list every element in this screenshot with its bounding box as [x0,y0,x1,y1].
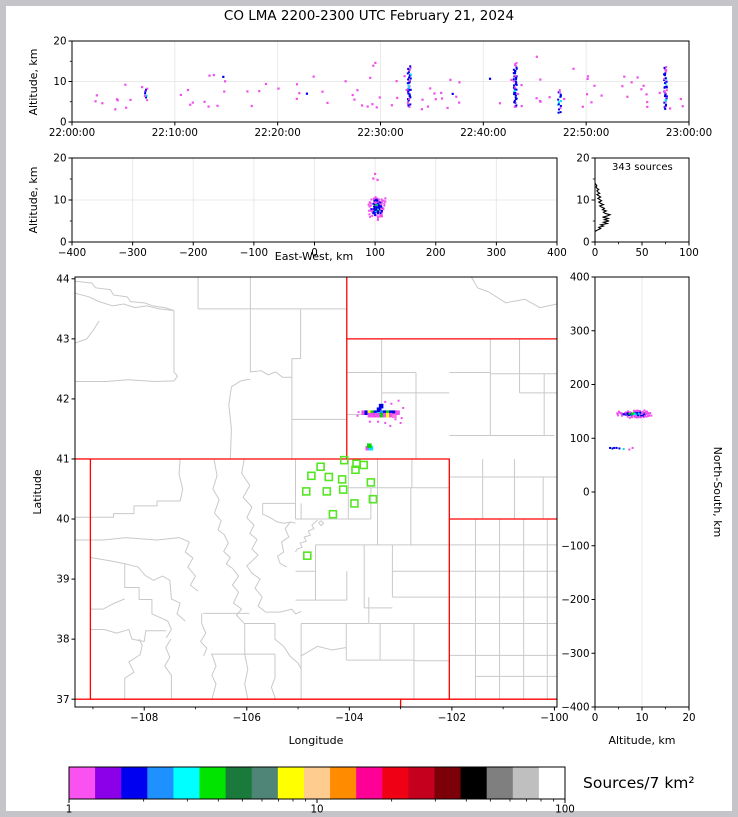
svg-text:10: 10 [53,76,66,88]
time-data [94,55,684,114]
lma-station-marker [351,465,360,475]
svg-text:23:00:00: 23:00:00 [666,127,712,139]
lma-station-marker [307,471,316,481]
svg-text:10: 10 [576,195,589,207]
lma-station-marker [324,472,334,482]
svg-text:−400: −400 [58,247,86,259]
lma-station-marker [338,485,348,494]
sources-count-annotation: 343 sources [612,162,673,173]
svg-text:300: 300 [487,247,507,259]
svg-text:−400: −400 [561,702,589,714]
svg-text:200: 200 [570,379,590,391]
lma-station-marker [366,478,376,487]
hist-data [595,182,612,232]
svg-text:10: 10 [310,804,323,816]
svg-text:−100: −100 [540,712,568,724]
map-data [75,277,557,707]
svg-text:300: 300 [570,325,590,337]
svg-text:400: 400 [547,247,567,259]
lma-station-marker [322,487,332,496]
svg-text:−300: −300 [561,648,589,660]
svg-text:−108: −108 [130,712,158,724]
svg-text:20: 20 [53,36,66,48]
lma-station-marker [337,475,347,484]
svg-text:100: 100 [679,247,699,259]
plot-title: CO LMA 2200-2300 UTC February 21, 2024 [223,8,515,24]
svg-text:20: 20 [53,153,66,165]
map-xlabel: Longitude [288,734,344,747]
svg-text:0: 0 [311,247,318,259]
svg-text:−300: −300 [118,247,146,259]
ew-panel-ylabel: Altitude, km [27,166,40,234]
lma-station-marker [302,551,312,560]
ns-data [609,409,653,451]
svg-text:22:10:00: 22:10:00 [152,127,198,139]
svg-text:20: 20 [682,712,695,724]
svg-text:39: 39 [56,574,69,586]
svg-text:43: 43 [56,333,69,345]
svg-text:−200: −200 [179,247,207,259]
svg-text:20: 20 [576,153,589,165]
ns-panel-ylabel-right: North-South, km [711,446,724,538]
lma-station-marker [328,509,338,519]
lma-station-marker [339,455,349,465]
ew-panel-xlabel: East-West, km [274,250,354,263]
svg-text:100: 100 [555,804,575,816]
svg-text:100: 100 [365,247,385,259]
svg-text:42: 42 [56,394,69,406]
svg-text:−100: −100 [240,247,268,259]
map-ylabel: Latitude [31,469,44,515]
svg-text:0: 0 [583,487,590,499]
svg-text:−200: −200 [561,594,589,606]
svg-text:200: 200 [426,247,446,259]
svg-text:41: 41 [56,454,69,466]
lma-station-marker [350,499,359,508]
svg-text:22:50:00: 22:50:00 [563,127,609,139]
svg-text:−106: −106 [233,712,261,724]
svg-text:400: 400 [570,272,590,284]
ew-data [367,172,387,221]
svg-text:−100: −100 [561,540,589,552]
svg-text:0: 0 [592,247,599,259]
lma-station-marker [301,487,311,496]
svg-text:−102: −102 [438,712,466,724]
svg-text:37: 37 [56,694,69,706]
svg-text:22:40:00: 22:40:00 [460,127,506,139]
svg-text:40: 40 [56,514,69,526]
lma-station-marker [316,462,325,472]
lma-station-marker [368,494,378,504]
svg-text:0: 0 [592,712,599,724]
svg-text:22:00:00: 22:00:00 [49,127,95,139]
svg-text:0: 0 [583,237,590,249]
svg-text:−104: −104 [335,712,363,724]
colorbar-label: Sources/7 km² [583,774,695,792]
svg-text:10: 10 [635,712,648,724]
svg-text:100: 100 [570,433,590,445]
svg-text:38: 38 [56,634,69,646]
svg-text:50: 50 [635,247,648,259]
colorbar: 1 10 100 [66,766,575,816]
svg-text:0: 0 [60,117,67,129]
svg-text:10: 10 [53,195,66,207]
svg-text:1: 1 [66,804,73,816]
lma-station-marker [359,460,368,470]
svg-text:22:20:00: 22:20:00 [255,127,301,139]
svg-text:22:30:00: 22:30:00 [357,127,403,139]
ns-panel-xlabel: Altitude, km [608,734,676,747]
svg-text:0: 0 [60,237,67,249]
svg-text:44: 44 [56,273,69,285]
